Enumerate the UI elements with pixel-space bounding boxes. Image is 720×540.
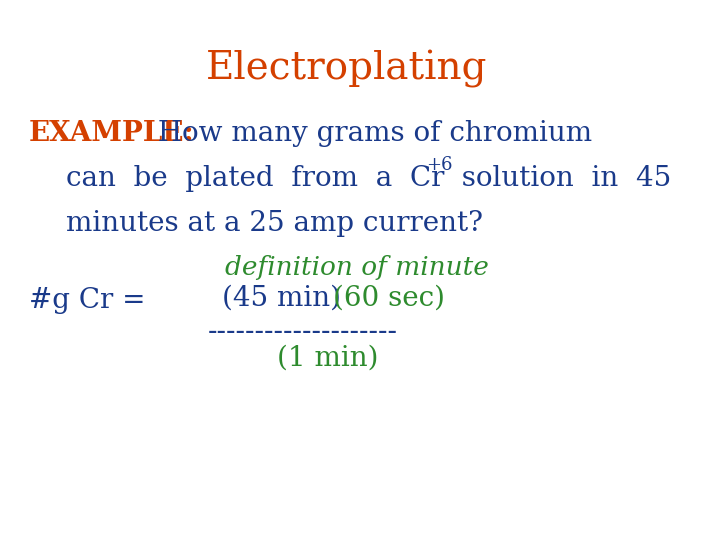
Text: minutes at a 25 amp current?: minutes at a 25 amp current? [66,210,482,237]
Text: How many grams of chromium: How many grams of chromium [150,120,593,147]
Text: solution  in  45: solution in 45 [444,165,671,192]
Text: can  be  plated  from  a  Cr: can be plated from a Cr [66,165,444,192]
Text: (60 sec): (60 sec) [333,285,445,312]
Text: definition of minute: definition of minute [225,255,489,280]
Text: (45 min): (45 min) [222,285,341,312]
Text: --------------------: -------------------- [207,318,397,345]
Text: +6: +6 [426,156,453,174]
Text: #g Cr =: #g Cr = [29,287,154,314]
Text: Electroplating: Electroplating [207,50,488,88]
Text: (1 min): (1 min) [277,345,379,372]
Text: EXAMPLE:: EXAMPLE: [29,120,194,147]
